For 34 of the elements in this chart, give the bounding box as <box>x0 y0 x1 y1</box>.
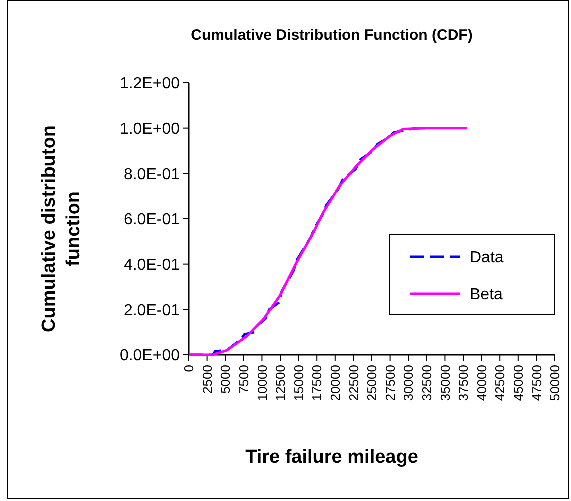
x-tick-label: 45000 <box>510 365 526 402</box>
x-tick-label: 17500 <box>310 365 325 402</box>
legend-label: Beta <box>470 286 504 304</box>
x-tick-label: 15000 <box>291 365 306 402</box>
x-tick-label: 0 <box>182 365 197 372</box>
x-tick-label: 47500 <box>529 365 544 402</box>
y-tick-label: 2.0E-01 <box>124 302 180 320</box>
x-tick-label: 40000 <box>474 365 490 402</box>
x-tick-label: 27500 <box>382 365 398 402</box>
x-tick-label: 7500 <box>236 365 252 394</box>
x-tick-label: 37500 <box>456 365 472 402</box>
x-axis-title: Tire failure mileage <box>246 447 418 468</box>
y-tick-label: 1.2E+00 <box>120 76 180 93</box>
y-tick-label: 8.0E-01 <box>124 166 180 184</box>
y-tick-label: 1.0E+00 <box>120 120 180 138</box>
legend-label: Data <box>470 250 504 267</box>
x-tick-label: 42500 <box>492 365 508 402</box>
y-tick-label: 6.0E-01 <box>124 212 180 229</box>
x-tick-label: 20000 <box>328 365 343 402</box>
line-series <box>188 127 468 356</box>
x-tick-label: 12500 <box>273 365 288 402</box>
x-tick-label: 50000 <box>548 365 563 402</box>
y-tick-label: 0.0E+00 <box>120 348 180 365</box>
x-tick-label: 32500 <box>419 365 434 402</box>
y-tick-label: 4.0E-01 <box>124 256 180 274</box>
x-tick-label: 10000 <box>254 365 270 402</box>
x-tick-label: 25000 <box>364 365 380 402</box>
x-tick-label: 30000 <box>401 365 416 402</box>
x-tick-label: 35000 <box>438 365 453 402</box>
x-tick-label: 5000 <box>218 365 234 394</box>
x-tick-label: 22500 <box>346 365 362 402</box>
y-axis-title: Cumulative distributon function <box>39 126 85 332</box>
chart-title: Cumulative Distribution Function (CDF) <box>191 27 473 44</box>
x-tick-label: 2500 <box>200 365 215 394</box>
